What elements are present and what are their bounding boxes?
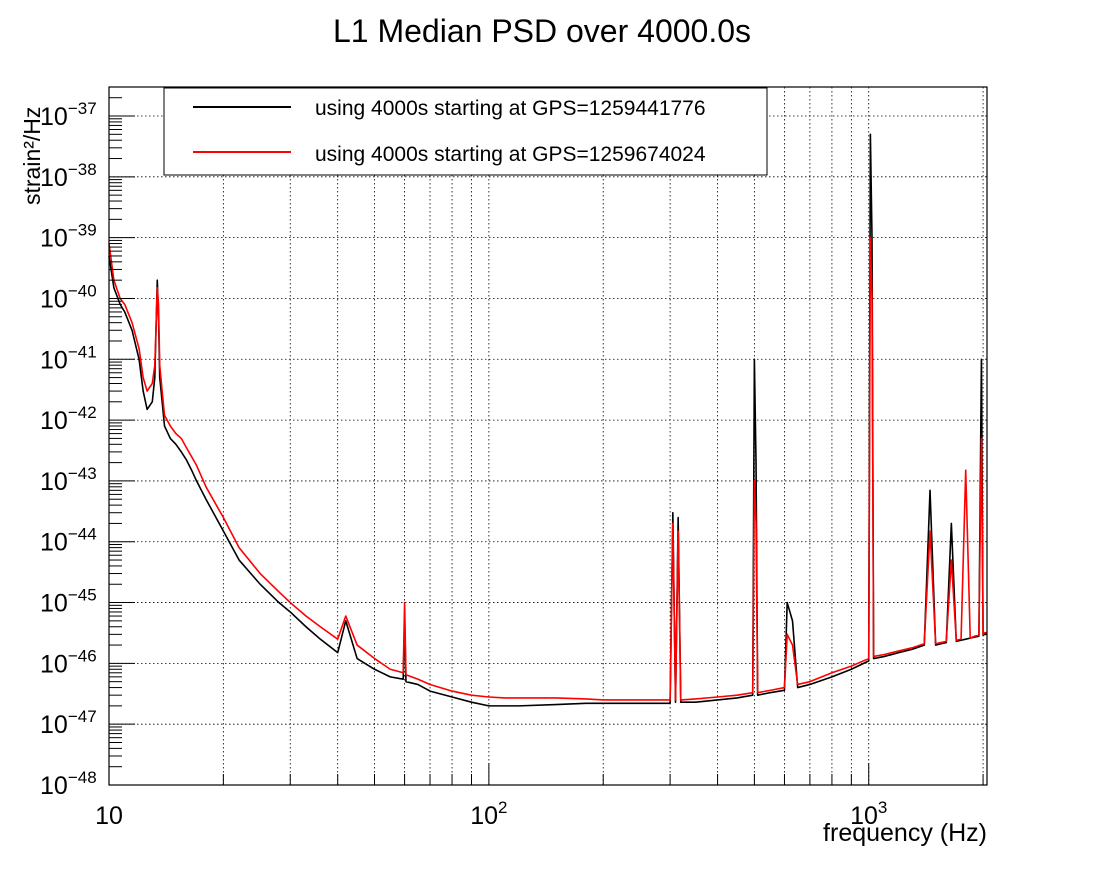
y-tick-label: 10−39 <box>40 221 97 253</box>
chart-title: L1 Median PSD over 4000.0s <box>333 13 751 49</box>
y-tick-label: 10−48 <box>40 768 97 800</box>
y-tick-label: 10−41 <box>40 342 97 374</box>
plot-frame <box>108 86 988 786</box>
y-tick-label: 10−43 <box>40 464 97 496</box>
y-tick-label: 10−45 <box>40 586 97 618</box>
grid <box>109 87 987 785</box>
series-layer <box>108 133 987 707</box>
y-tick-label: 10−44 <box>40 525 97 557</box>
legend-box <box>163 87 768 176</box>
axes: 10 102 103 10−48 10−47 10−46 10−45 10−44 10−43 10… <box>40 86 984 830</box>
legend-label-series-2: using 4000s starting at GPS=1259674024 <box>315 143 706 166</box>
y-tick-label: 10−47 <box>40 707 97 739</box>
y-tick-label: 10−37 <box>40 99 97 131</box>
legend: using 4000s starting at GPS=1259441776 u… <box>163 87 768 176</box>
y-tick-label: 10−38 <box>40 160 97 192</box>
x-tick-label: 102 <box>470 798 507 830</box>
series-line-1 <box>108 133 987 707</box>
y-tick-label: 10−42 <box>40 403 97 435</box>
x-tick-label: 10 <box>95 802 123 830</box>
y-tick-label: 10−46 <box>40 646 97 678</box>
series-line-2 <box>108 236 987 701</box>
x-axis-label: frequency (Hz) <box>823 819 987 847</box>
y-axis-label: strain²/Hz <box>19 107 45 205</box>
y-tick-label: 10−40 <box>40 281 97 313</box>
x-tick-label: 103 <box>850 798 887 830</box>
legend-label-series-1: using 4000s starting at GPS=1259441776 <box>315 97 706 120</box>
